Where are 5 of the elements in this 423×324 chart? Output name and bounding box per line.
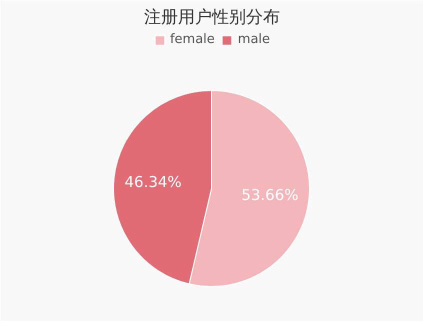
- data-label: 46.34%: [124, 172, 182, 191]
- data-label: 53.66%: [241, 186, 299, 204]
- chart-title: 注册用户性别分布: [144, 8, 280, 28]
- legend-label: male: [238, 32, 270, 47]
- legend-label: female: [170, 32, 215, 47]
